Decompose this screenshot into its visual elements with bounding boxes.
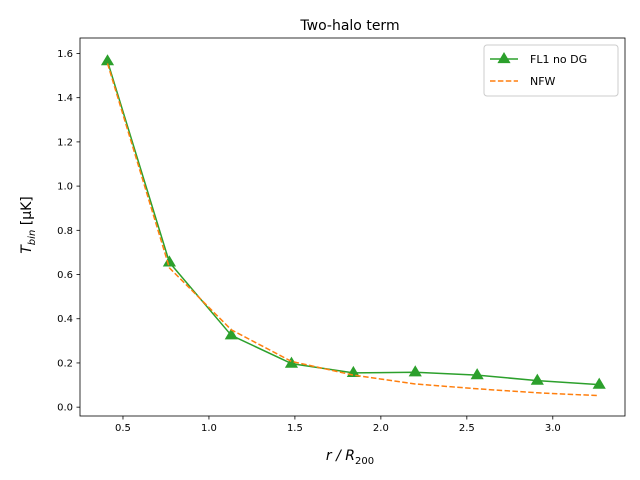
data-point: [530, 373, 544, 385]
data-point: [224, 328, 238, 340]
x-tick-label: 2.5: [459, 423, 475, 434]
y-tick-label: 1.0: [57, 182, 73, 193]
y-axis-label-sub: bin: [27, 230, 38, 245]
data-point: [470, 368, 484, 380]
y-tick-label: 0.6: [57, 270, 73, 281]
y-tick-label: 1.2: [57, 137, 73, 148]
chart-title: Two-halo term: [299, 18, 399, 34]
y-axis-label-rest: [μK]: [19, 196, 35, 229]
x-axis: 0.5 1.0 1.5 2.0 2.5 3.0: [115, 416, 561, 434]
x-tick-label: 2.0: [373, 423, 389, 434]
legend-entry-label: NFW: [530, 75, 556, 88]
y-axis: 0.0 0.2 0.4 0.6 0.8 1.0 1.2 1.4 1.6: [57, 49, 80, 414]
data-point: [408, 365, 422, 377]
y-axis-label: Tbin [μK]: [19, 196, 38, 254]
x-tick-label: 1.0: [201, 423, 217, 434]
series-1: [100, 54, 606, 389]
y-tick-label: 0.2: [57, 358, 73, 369]
x-tick-label: 1.5: [287, 423, 303, 434]
x-tick-label: 3.0: [545, 423, 561, 434]
series-line: [106, 63, 600, 397]
series-2: [106, 63, 600, 397]
y-axis-label-main: T: [19, 244, 35, 254]
legend-entry-label: FL1 no DG: [530, 53, 587, 66]
x-tick-label: 0.5: [115, 423, 131, 434]
y-tick-label: 1.6: [57, 49, 73, 60]
x-axis-label: r / R200: [326, 448, 374, 467]
x-axis-label-main: r / R: [326, 448, 355, 464]
data-point: [592, 377, 606, 389]
plot-area: [79, 37, 626, 417]
y-tick-label: 1.4: [57, 93, 73, 104]
legend: FL1 no DG NFW: [483, 44, 619, 97]
legend-frame: [483, 44, 619, 97]
y-tick-label: 0.4: [57, 314, 73, 325]
legend-swatch-marker: [497, 52, 511, 64]
plot-frame: [79, 37, 626, 417]
x-axis-label-sub: 200: [355, 456, 374, 467]
data-point: [162, 255, 176, 267]
y-tick-label: 0.0: [57, 403, 73, 414]
y-tick-label: 0.8: [57, 226, 73, 237]
series-layer: [100, 54, 606, 397]
